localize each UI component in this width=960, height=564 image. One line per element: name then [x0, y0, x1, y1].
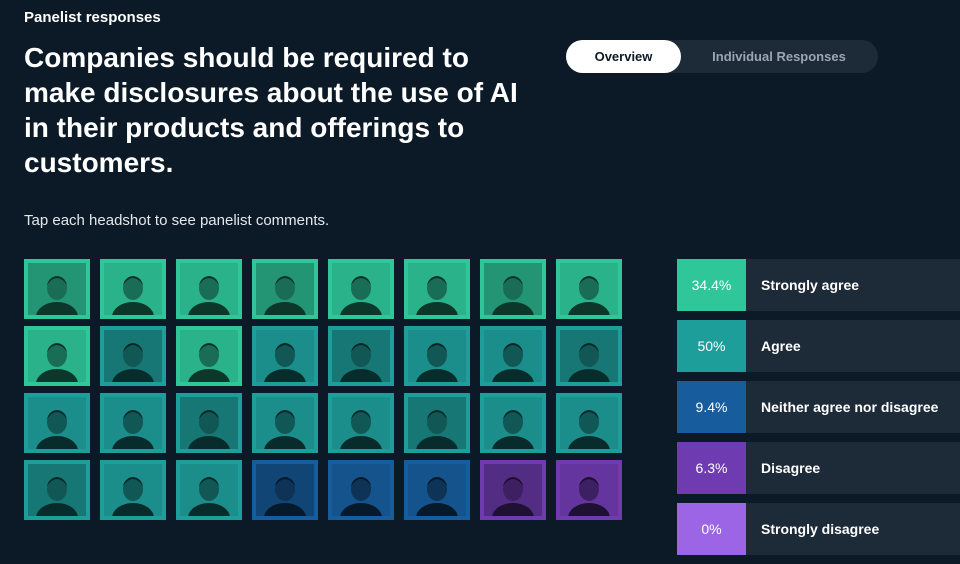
response-legend: 34.4% Strongly agree 50% Agree 9.4% Neit…: [677, 259, 960, 564]
legend-percent: 50%: [677, 320, 746, 372]
panelist-headshot-26[interactable]: [100, 460, 166, 520]
headshot-image: [104, 330, 162, 382]
legend-label: Strongly disagree: [761, 521, 880, 537]
headshot-image: [180, 330, 238, 382]
panelist-headshot-21[interactable]: [328, 393, 394, 453]
legend-percent: 9.4%: [677, 381, 746, 433]
legend-row-strongly-disagree[interactable]: 0% Strongly disagree: [677, 503, 960, 555]
panelist-headshot-3[interactable]: [176, 259, 242, 319]
headshot-image: [256, 464, 314, 516]
view-toggle: Overview Individual Responses: [566, 40, 878, 73]
panelist-headshot-28[interactable]: [252, 460, 318, 520]
panelist-headshot-15[interactable]: [480, 326, 546, 386]
headshot-image: [560, 330, 618, 382]
panelist-headshot-24[interactable]: [556, 393, 622, 453]
panelist-headshot-23[interactable]: [480, 393, 546, 453]
headshot-image: [408, 464, 466, 516]
legend-percent: 0%: [677, 503, 746, 555]
panelist-grid: [24, 259, 622, 520]
legend-label: Agree: [761, 338, 801, 354]
panelist-headshot-4[interactable]: [252, 259, 318, 319]
panelist-headshot-12[interactable]: [252, 326, 318, 386]
headshot-image: [28, 397, 86, 449]
headshot-image: [408, 263, 466, 315]
panelist-headshot-2[interactable]: [100, 259, 166, 319]
headshot-image: [104, 397, 162, 449]
panelist-headshot-27[interactable]: [176, 460, 242, 520]
tab-individual-responses[interactable]: Individual Responses: [712, 49, 846, 64]
panelist-headshot-14[interactable]: [404, 326, 470, 386]
panelist-headshot-11[interactable]: [176, 326, 242, 386]
legend-label: Disagree: [761, 460, 821, 476]
legend-percent: 34.4%: [677, 259, 746, 311]
headshot-image: [28, 330, 86, 382]
panelist-headshot-31[interactable]: [480, 460, 546, 520]
panelist-headshot-17[interactable]: [24, 393, 90, 453]
panelist-headshot-5[interactable]: [328, 259, 394, 319]
headshot-image: [256, 397, 314, 449]
panelist-headshot-10[interactable]: [100, 326, 166, 386]
panelist-headshot-30[interactable]: [404, 460, 470, 520]
headshot-image: [28, 263, 86, 315]
tab-overview[interactable]: Overview: [566, 40, 681, 73]
headshot-image: [28, 464, 86, 516]
headshot-image: [484, 263, 542, 315]
panelist-headshot-6[interactable]: [404, 259, 470, 319]
headshot-image: [408, 330, 466, 382]
panelist-headshot-32[interactable]: [556, 460, 622, 520]
headshot-image: [408, 397, 466, 449]
headshot-image: [484, 397, 542, 449]
legend-row-strongly-agree[interactable]: 34.4% Strongly agree: [677, 259, 960, 311]
headshot-image: [180, 464, 238, 516]
panelist-headshot-29[interactable]: [328, 460, 394, 520]
headshot-image: [560, 263, 618, 315]
panelist-headshot-8[interactable]: [556, 259, 622, 319]
headshot-image: [332, 330, 390, 382]
headshot-image: [104, 464, 162, 516]
legend-row-neutral[interactable]: 9.4% Neither agree nor disagree: [677, 381, 960, 433]
panelist-headshot-22[interactable]: [404, 393, 470, 453]
legend-label: Neither agree nor disagree: [761, 399, 939, 415]
legend-row-disagree[interactable]: 6.3% Disagree: [677, 442, 960, 494]
panelist-headshot-19[interactable]: [176, 393, 242, 453]
headshot-image: [180, 263, 238, 315]
headshot-image: [180, 397, 238, 449]
panelist-headshot-1[interactable]: [24, 259, 90, 319]
legend-label: Strongly agree: [761, 277, 860, 293]
headshot-image: [484, 330, 542, 382]
headshot-image: [256, 263, 314, 315]
eyebrow-label: Panelist responses: [24, 9, 161, 26]
panelist-headshot-9[interactable]: [24, 326, 90, 386]
legend-percent: 6.3%: [677, 442, 746, 494]
panelist-headshot-7[interactable]: [480, 259, 546, 319]
headshot-image: [560, 397, 618, 449]
panelist-headshot-16[interactable]: [556, 326, 622, 386]
headshot-image: [104, 263, 162, 315]
headshot-image: [560, 464, 618, 516]
panelist-headshot-25[interactable]: [24, 460, 90, 520]
panelist-headshot-13[interactable]: [328, 326, 394, 386]
headshot-image: [484, 464, 542, 516]
headshot-image: [332, 263, 390, 315]
headshot-image: [256, 330, 314, 382]
question-title: Companies should be required to make dis…: [24, 42, 518, 178]
panelist-headshot-18[interactable]: [100, 393, 166, 453]
instruction-text: Tap each headshot to see panelist commen…: [24, 212, 330, 229]
headshot-image: [332, 464, 390, 516]
headshot-image: [332, 397, 390, 449]
panelist-headshot-20[interactable]: [252, 393, 318, 453]
legend-row-agree[interactable]: 50% Agree: [677, 320, 960, 372]
